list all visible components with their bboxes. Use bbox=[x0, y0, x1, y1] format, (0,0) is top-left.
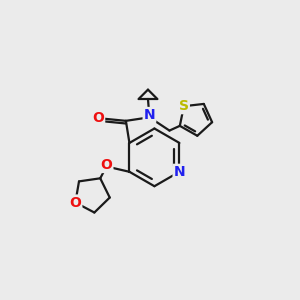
Text: O: O bbox=[69, 196, 81, 209]
Text: O: O bbox=[100, 158, 112, 172]
Text: S: S bbox=[179, 99, 189, 113]
Text: N: N bbox=[174, 165, 185, 179]
Text: O: O bbox=[92, 112, 104, 125]
Text: N: N bbox=[144, 108, 155, 122]
